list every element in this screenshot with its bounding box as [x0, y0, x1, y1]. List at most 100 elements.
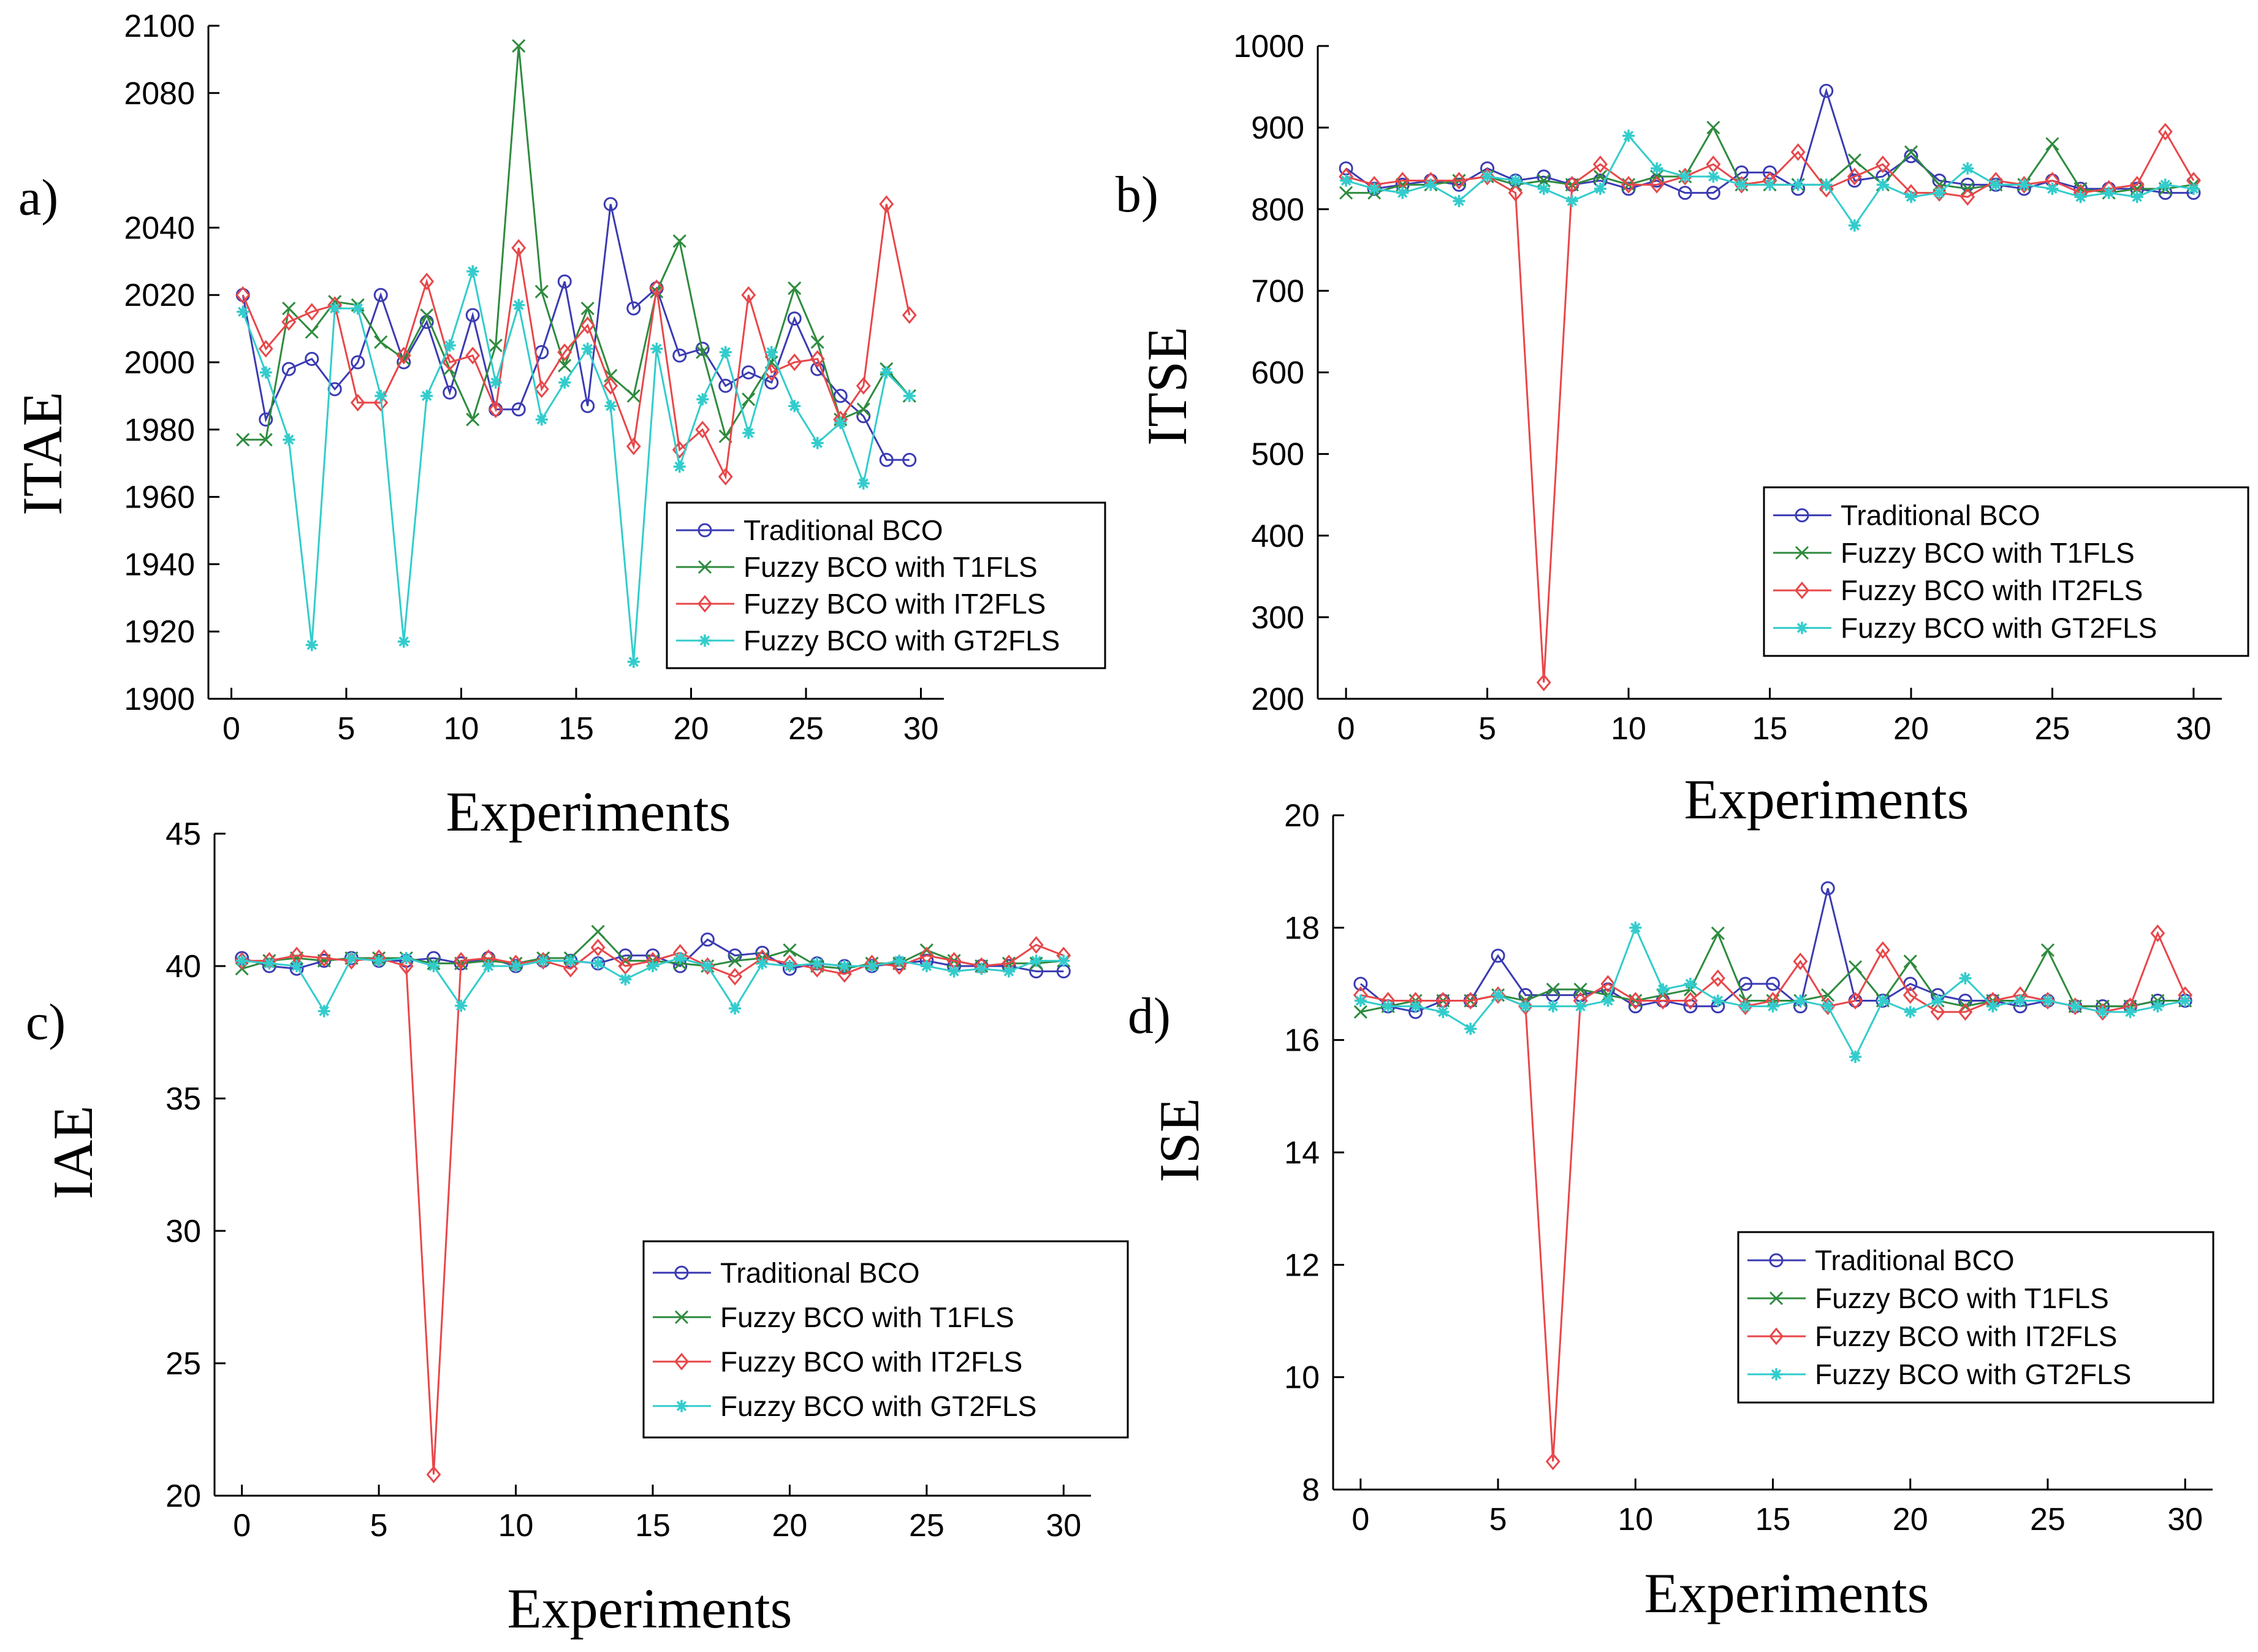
- data-point: [489, 376, 502, 389]
- data-point: [626, 437, 641, 455]
- x-tick-label: 5: [1478, 711, 1496, 747]
- data-point: [1592, 155, 1608, 173]
- data-point: [2018, 178, 2031, 191]
- y-tick-label: 2080: [124, 76, 195, 112]
- data-point: [1793, 952, 1808, 970]
- data-point: [1849, 1051, 1862, 1064]
- y-tick-label: 1900: [124, 682, 195, 717]
- data-point: [1711, 926, 1725, 940]
- legend-label: Fuzzy BCO with IT2FLS: [1841, 574, 2143, 606]
- data-point: [1340, 174, 1353, 187]
- legend: Traditional BCO Fuzzy BCO with T1FLS Fuzzy…: [1737, 1231, 2214, 1404]
- data-point: [728, 967, 743, 986]
- data-point: [649, 279, 664, 297]
- data-point: [696, 345, 710, 359]
- data-point: [1904, 149, 1918, 164]
- y-tick-label: 1920: [124, 614, 195, 650]
- data-point: [627, 655, 640, 668]
- data-point: [398, 957, 414, 975]
- data-point: [810, 350, 825, 368]
- data-point: [1735, 178, 1748, 191]
- data-point: [396, 346, 411, 365]
- data-point: [1573, 983, 1587, 997]
- data-point: [728, 954, 742, 968]
- data-point: [316, 949, 332, 967]
- legend-marker: [1796, 622, 1808, 634]
- data-point: [512, 299, 525, 311]
- data-point: [580, 398, 595, 413]
- data-point: [1790, 143, 1806, 161]
- data-point: [2069, 1000, 2081, 1013]
- data-point: [783, 960, 796, 972]
- data-point: [700, 957, 715, 975]
- data-point: [258, 340, 273, 358]
- x-tick-label: 5: [1489, 1502, 1507, 1537]
- data-point: [700, 932, 715, 947]
- x-tick-label: 0: [1351, 1502, 1369, 1537]
- legend-label: Traditional BCO: [743, 514, 943, 546]
- data-point: [1564, 175, 1579, 194]
- legend-marker: [698, 560, 712, 574]
- data-point: [534, 284, 549, 299]
- x-axis-title: Experiments: [1684, 768, 1969, 831]
- x-axis-title: Experiments: [446, 780, 731, 843]
- data-point: [2017, 175, 2032, 194]
- data-point: [235, 286, 251, 304]
- data-point: [2157, 123, 2173, 141]
- data-point: [1574, 1000, 1587, 1013]
- legend-marker: [1769, 1327, 1784, 1346]
- data-point: [1706, 121, 1720, 135]
- x-tick-label: 10: [1617, 1502, 1653, 1537]
- data-point: [400, 952, 412, 965]
- y-tick-label: 800: [1251, 192, 1304, 227]
- data-point: [764, 375, 779, 390]
- y-tick-label: 1000: [1233, 29, 1304, 64]
- legend-box: [1737, 1231, 2214, 1404]
- data-point: [2131, 191, 2143, 204]
- data-point: [893, 954, 906, 967]
- legend-marker: [674, 1310, 689, 1324]
- series-line: [241, 204, 911, 480]
- data-point: [1763, 178, 1776, 191]
- data-point: [1930, 1003, 1945, 1021]
- data-point: [1904, 191, 1917, 204]
- x-tick-label: 25: [788, 711, 824, 747]
- data-point: [282, 302, 296, 316]
- legend-marker: [1769, 1291, 1784, 1306]
- data-point: [787, 311, 802, 326]
- data-point: [351, 355, 365, 370]
- data-point: [788, 281, 802, 295]
- data-point: [263, 957, 276, 970]
- panel-label: d): [1128, 988, 1171, 1045]
- data-point: [2151, 1000, 2164, 1013]
- data-point: [603, 377, 618, 395]
- data-point: [1628, 992, 1643, 1010]
- x-tick-label: 15: [1752, 711, 1788, 747]
- data-point: [1847, 173, 1862, 188]
- x-tick-label: 20: [674, 711, 709, 747]
- data-point: [580, 302, 595, 316]
- x-tick-label: 10: [498, 1508, 534, 1544]
- legend: Traditional BCO Fuzzy BCO with T1FLS Fuzzy…: [1763, 486, 2249, 657]
- data-point: [1876, 994, 1889, 1007]
- data-point: [1629, 921, 1642, 934]
- x-tick-label: 30: [2176, 711, 2211, 747]
- data-point: [1679, 170, 1692, 183]
- data-point: [511, 238, 526, 257]
- data-point: [1678, 186, 1692, 200]
- data-point: [1678, 167, 1693, 186]
- data-point: [283, 433, 295, 446]
- data-point: [329, 302, 341, 315]
- data-point: [305, 352, 319, 367]
- legend-label: Fuzzy BCO with T1FLS: [1815, 1282, 2109, 1314]
- data-point: [537, 954, 550, 967]
- x-tick-label: 5: [370, 1508, 388, 1544]
- x-tick-label: 20: [772, 1508, 808, 1544]
- data-point: [1451, 172, 1467, 189]
- y-tick-label: 1940: [124, 547, 195, 582]
- data-point: [1990, 178, 2002, 191]
- data-point: [1545, 1452, 1560, 1471]
- y-axis-title: ITAE: [11, 392, 74, 516]
- data-point: [604, 368, 618, 383]
- y-tick-label: 300: [1251, 600, 1304, 636]
